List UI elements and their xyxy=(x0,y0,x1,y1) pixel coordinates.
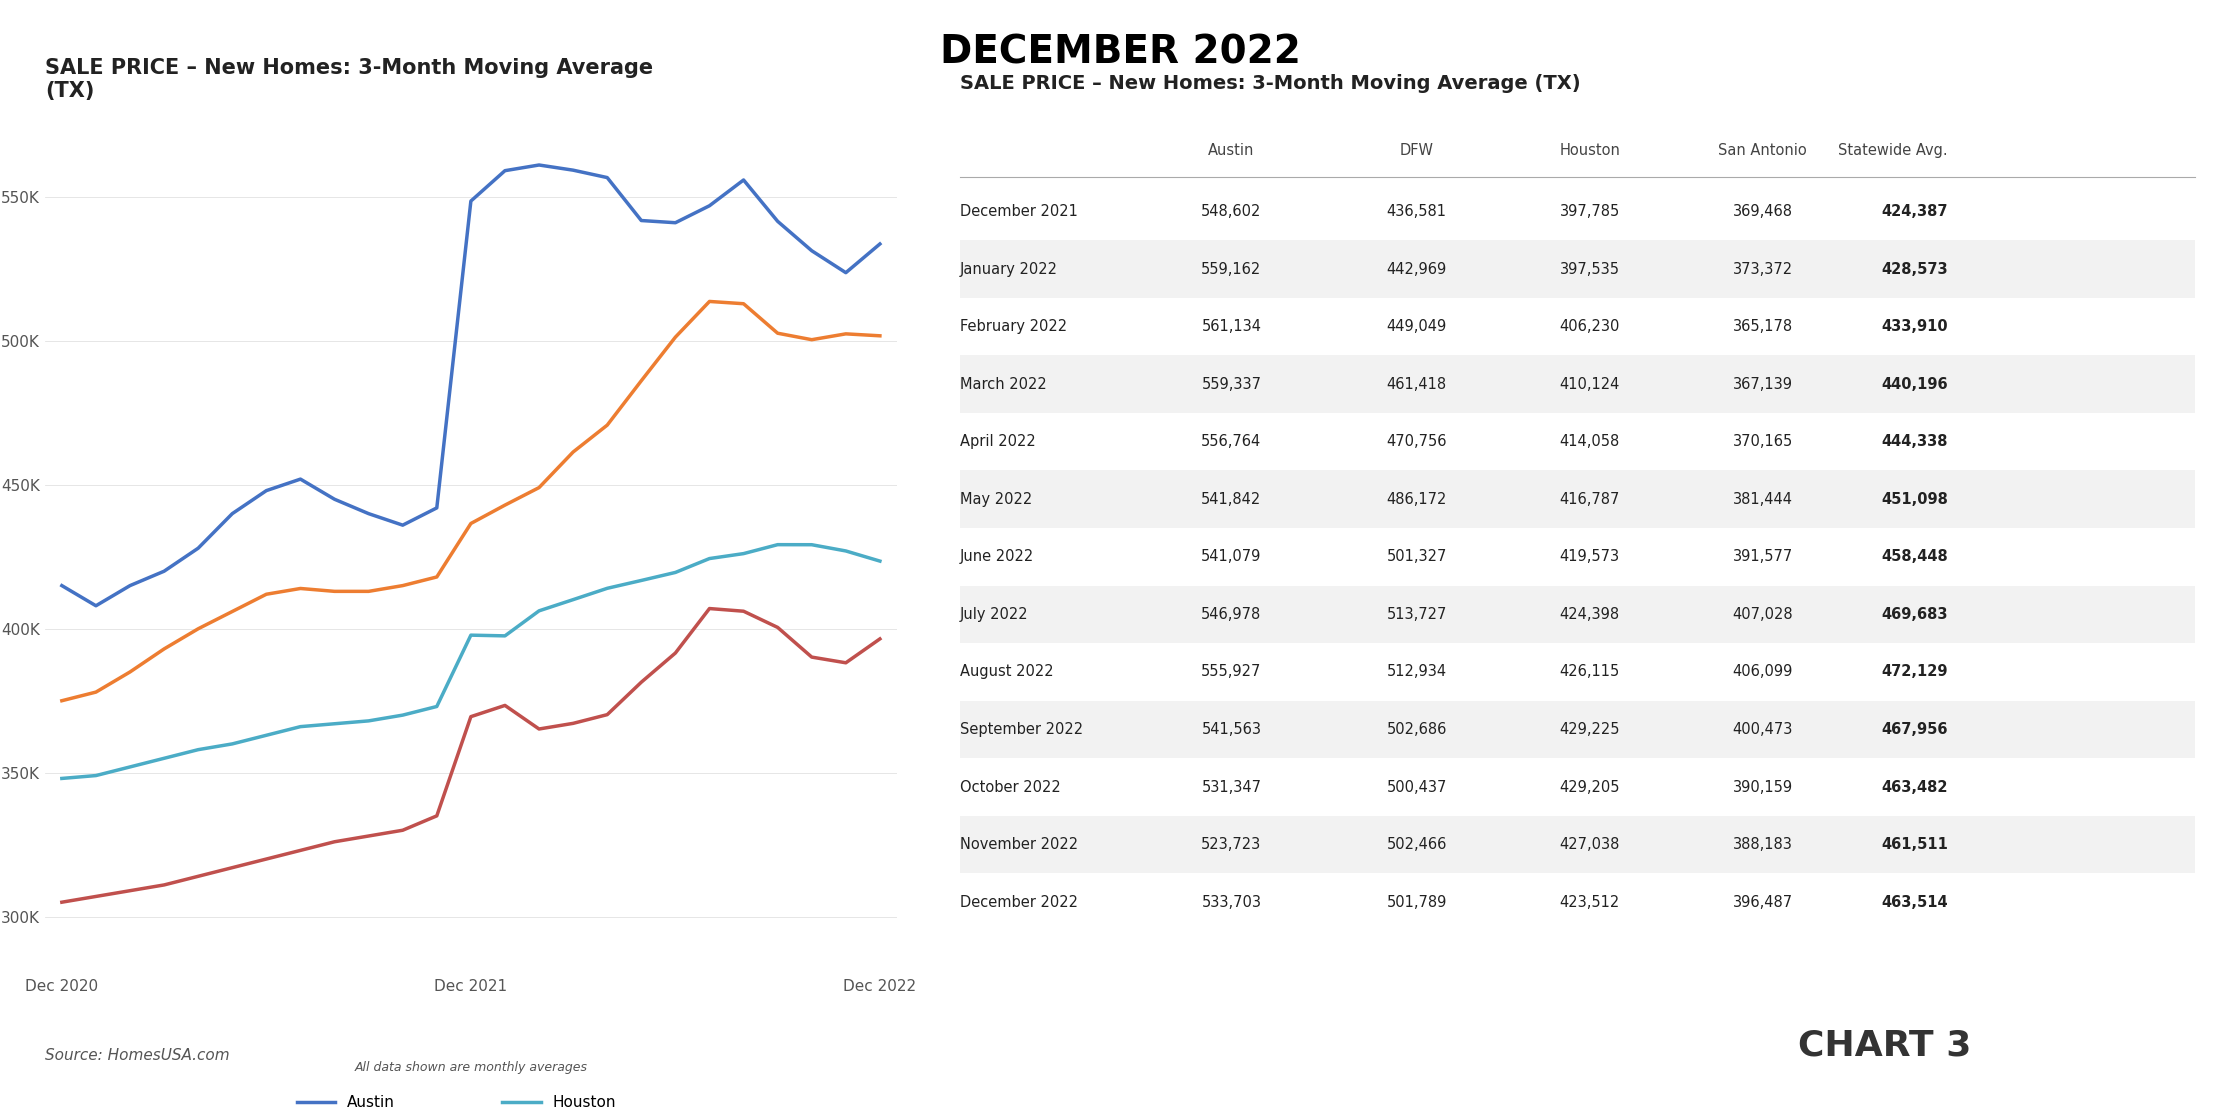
Text: October 2022: October 2022 xyxy=(959,779,1060,795)
Text: 486,172: 486,172 xyxy=(1387,492,1447,507)
Text: 501,327: 501,327 xyxy=(1387,549,1447,565)
Text: CHART 3: CHART 3 xyxy=(1799,1028,1971,1063)
Text: 381,444: 381,444 xyxy=(1734,492,1792,507)
Text: 512,934: 512,934 xyxy=(1387,664,1447,680)
Text: 502,686: 502,686 xyxy=(1387,722,1447,737)
Text: 424,398: 424,398 xyxy=(1559,607,1620,622)
Text: 500,437: 500,437 xyxy=(1387,779,1447,795)
Text: 463,482: 463,482 xyxy=(1882,779,1949,795)
Text: 427,038: 427,038 xyxy=(1559,837,1620,852)
Text: 458,448: 458,448 xyxy=(1882,549,1949,565)
Text: All data shown are monthly averages: All data shown are monthly averages xyxy=(354,1061,587,1074)
Text: 391,577: 391,577 xyxy=(1732,549,1792,565)
Text: 559,162: 559,162 xyxy=(1201,261,1261,277)
Text: December 2021: December 2021 xyxy=(959,204,1077,219)
Text: July 2022: July 2022 xyxy=(959,607,1028,622)
Text: 472,129: 472,129 xyxy=(1882,664,1949,680)
Text: 414,058: 414,058 xyxy=(1559,434,1620,449)
Text: 429,225: 429,225 xyxy=(1559,722,1620,737)
Text: 406,230: 406,230 xyxy=(1559,319,1620,334)
Text: DFW: DFW xyxy=(1400,144,1434,158)
Text: 444,338: 444,338 xyxy=(1882,434,1949,449)
Text: March 2022: March 2022 xyxy=(959,376,1046,392)
Text: 373,372: 373,372 xyxy=(1734,261,1792,277)
Text: 416,787: 416,787 xyxy=(1559,492,1620,507)
Text: 388,183: 388,183 xyxy=(1734,837,1792,852)
Text: 513,727: 513,727 xyxy=(1387,607,1447,622)
Text: 541,563: 541,563 xyxy=(1201,722,1261,737)
Text: 461,418: 461,418 xyxy=(1387,376,1447,392)
Text: December 2022: December 2022 xyxy=(959,894,1077,910)
Text: 367,139: 367,139 xyxy=(1734,376,1792,392)
Text: 541,079: 541,079 xyxy=(1201,549,1261,565)
Text: 561,134: 561,134 xyxy=(1201,319,1261,334)
Text: DECEMBER 2022: DECEMBER 2022 xyxy=(939,33,1301,71)
Bar xyxy=(959,701,2195,758)
Text: Statewide Avg.: Statewide Avg. xyxy=(1839,144,1949,158)
Text: 467,956: 467,956 xyxy=(1882,722,1949,737)
Text: January 2022: January 2022 xyxy=(959,261,1057,277)
Text: 501,789: 501,789 xyxy=(1387,894,1447,910)
Text: 370,165: 370,165 xyxy=(1732,434,1792,449)
Text: 541,842: 541,842 xyxy=(1201,492,1261,507)
Bar xyxy=(959,586,2195,643)
Text: 440,196: 440,196 xyxy=(1882,376,1949,392)
Bar xyxy=(959,816,2195,873)
Text: 463,514: 463,514 xyxy=(1882,894,1949,910)
Text: 390,159: 390,159 xyxy=(1734,779,1792,795)
Text: August 2022: August 2022 xyxy=(959,664,1053,680)
Text: Houston: Houston xyxy=(1559,144,1620,158)
Text: 442,969: 442,969 xyxy=(1387,261,1447,277)
Text: 396,487: 396,487 xyxy=(1734,894,1792,910)
Text: 555,927: 555,927 xyxy=(1201,664,1261,680)
Text: 410,124: 410,124 xyxy=(1559,376,1620,392)
Text: 449,049: 449,049 xyxy=(1387,319,1447,334)
Legend: Austin, Dallas Fort Worth, Houston, San Antonio: Austin, Dallas Fort Worth, Houston, San … xyxy=(291,1089,652,1107)
Text: 470,756: 470,756 xyxy=(1387,434,1447,449)
Text: May 2022: May 2022 xyxy=(959,492,1033,507)
Text: 461,511: 461,511 xyxy=(1882,837,1949,852)
Text: June 2022: June 2022 xyxy=(959,549,1035,565)
Text: Austin: Austin xyxy=(1207,144,1254,158)
Text: 559,337: 559,337 xyxy=(1201,376,1261,392)
Bar xyxy=(959,470,2195,528)
Text: 365,178: 365,178 xyxy=(1734,319,1792,334)
Text: 451,098: 451,098 xyxy=(1882,492,1949,507)
Text: 407,028: 407,028 xyxy=(1732,607,1792,622)
Text: 424,387: 424,387 xyxy=(1882,204,1949,219)
Text: 556,764: 556,764 xyxy=(1201,434,1261,449)
Text: 369,468: 369,468 xyxy=(1734,204,1792,219)
Text: April 2022: April 2022 xyxy=(959,434,1035,449)
Text: 419,573: 419,573 xyxy=(1559,549,1620,565)
Text: 423,512: 423,512 xyxy=(1559,894,1620,910)
Bar xyxy=(959,355,2195,413)
Text: 469,683: 469,683 xyxy=(1882,607,1949,622)
Text: SALE PRICE – New Homes: 3-Month Moving Average (TX): SALE PRICE – New Homes: 3-Month Moving A… xyxy=(959,74,1579,93)
Text: 533,703: 533,703 xyxy=(1201,894,1261,910)
Text: Source: HomesUSA.com: Source: HomesUSA.com xyxy=(45,1047,228,1063)
Bar xyxy=(959,240,2195,298)
Text: February 2022: February 2022 xyxy=(959,319,1066,334)
Text: 548,602: 548,602 xyxy=(1201,204,1261,219)
Text: 531,347: 531,347 xyxy=(1201,779,1261,795)
Text: 523,723: 523,723 xyxy=(1201,837,1261,852)
Text: 502,466: 502,466 xyxy=(1387,837,1447,852)
Text: 400,473: 400,473 xyxy=(1732,722,1792,737)
Text: 397,535: 397,535 xyxy=(1559,261,1620,277)
Text: 436,581: 436,581 xyxy=(1387,204,1447,219)
Text: SALE PRICE – New Homes: 3-Month Moving Average
(TX): SALE PRICE – New Homes: 3-Month Moving A… xyxy=(45,58,652,101)
Text: San Antonio: San Antonio xyxy=(1718,144,1808,158)
Text: 397,785: 397,785 xyxy=(1559,204,1620,219)
Text: 429,205: 429,205 xyxy=(1559,779,1620,795)
Text: 546,978: 546,978 xyxy=(1201,607,1261,622)
Text: November 2022: November 2022 xyxy=(959,837,1077,852)
Text: 428,573: 428,573 xyxy=(1882,261,1949,277)
Text: 433,910: 433,910 xyxy=(1882,319,1949,334)
Text: 406,099: 406,099 xyxy=(1732,664,1792,680)
Text: September 2022: September 2022 xyxy=(959,722,1082,737)
Text: 426,115: 426,115 xyxy=(1559,664,1620,680)
